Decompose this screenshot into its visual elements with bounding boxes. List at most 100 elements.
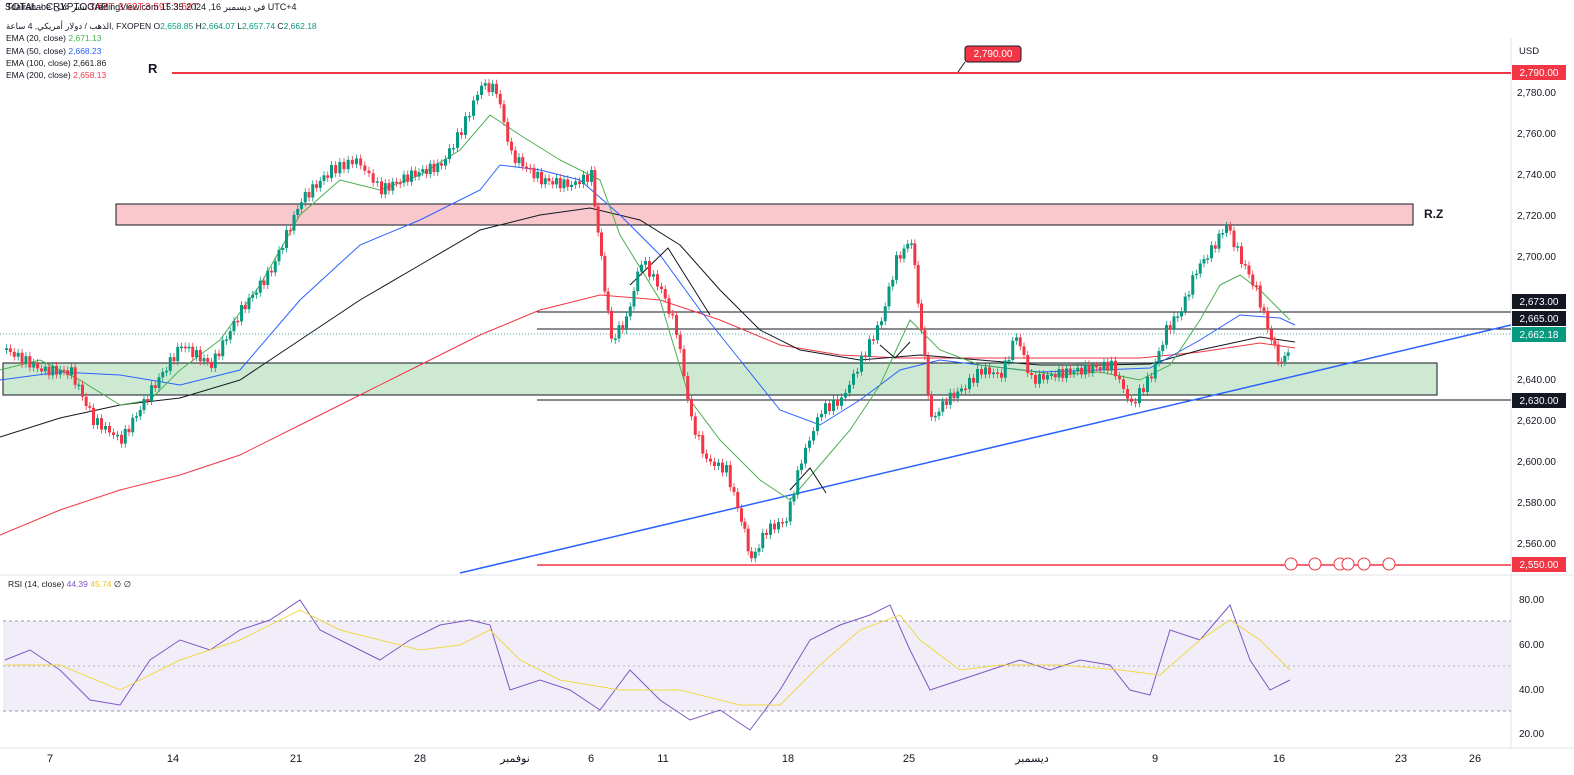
candle-body (1180, 311, 1183, 317)
candle-body (555, 178, 558, 185)
indicator-ema50[interactable]: EMA (50, close) 2,668.23 (6, 45, 102, 56)
candle-body (678, 334, 682, 350)
candle-body (1161, 344, 1165, 352)
candle-body (1110, 360, 1113, 371)
candle-body (1150, 376, 1153, 379)
candle-body (717, 462, 720, 467)
candle-body (1072, 371, 1076, 374)
candlesticks (5, 79, 1290, 563)
candle-body (55, 365, 58, 375)
rsi-line (4, 599, 1291, 731)
candle-body (1015, 337, 1018, 341)
candle-body (656, 274, 659, 287)
pattern-drawing-2 (879, 341, 911, 359)
price-tick: 2,720.00 (1517, 211, 1556, 222)
candle-body (1038, 374, 1041, 384)
candle-body (713, 461, 716, 467)
candle-body (1050, 374, 1053, 376)
candle-body (1046, 374, 1049, 380)
svg-text:2,630.00: 2,630.00 (1520, 396, 1559, 407)
candle-body (1258, 285, 1262, 308)
candle-body (532, 167, 536, 179)
candle-body (930, 394, 933, 417)
candle-body (363, 165, 367, 171)
candle-body (303, 192, 307, 203)
candle-body (796, 470, 800, 495)
candle-body (1255, 285, 1258, 287)
candle-body (228, 331, 232, 340)
candle-body (536, 171, 540, 179)
candle-body (648, 261, 651, 277)
candle-body (187, 346, 191, 349)
time-tick: 7 (47, 753, 53, 765)
candle-body (832, 399, 835, 411)
indicator-ema100[interactable]: EMA (100, close) 2,661.86 (6, 57, 107, 68)
candle-body (578, 181, 581, 185)
candle-body (910, 243, 913, 245)
candle-body (96, 418, 99, 425)
top-value-4: 3.59T (173, 2, 199, 13)
rsi-legend[interactable]: RSI (14, close) 44.39 45.74 ∅ ∅ (8, 579, 132, 589)
candle-body (472, 100, 475, 116)
top-value-3: 3.59T (145, 2, 171, 13)
candle-body (960, 388, 963, 392)
candle-body (1126, 389, 1129, 399)
candle-body (491, 83, 495, 93)
candle-body (1134, 401, 1137, 404)
indicator-ema20[interactable]: EMA (20, close) 2,671.13 (6, 33, 102, 44)
candle-body (483, 83, 487, 86)
candle-body (112, 432, 115, 435)
candle-body (976, 369, 979, 383)
event-markers[interactable] (1284, 557, 1396, 571)
candle-body (880, 321, 883, 326)
candle-body (502, 104, 506, 122)
candle-body (625, 316, 628, 330)
currency-label[interactable]: USD (1519, 46, 1540, 57)
candle-body (221, 340, 225, 357)
svg-text:2,665.00: 2,665.00 (1520, 314, 1559, 325)
candle-body (1236, 246, 1240, 248)
price-tick: 2,740.00 (1517, 170, 1556, 181)
resistance-zone (115, 203, 1414, 226)
candle-body (603, 255, 607, 292)
candle-body (848, 384, 851, 393)
candle-body (632, 291, 636, 307)
candle-body (816, 417, 819, 432)
candle-body (1283, 355, 1287, 362)
candle-body (165, 370, 168, 373)
price-tick: 2,640.00 (1517, 375, 1556, 386)
price-callout-2790[interactable]: 2,790.00 (957, 45, 1022, 73)
indicator-ema200[interactable]: EMA (200, close) 2,658.13 (6, 70, 107, 81)
candle-body (828, 403, 831, 411)
candle-body (948, 392, 952, 405)
candle-body (1206, 258, 1210, 260)
candle-body (840, 397, 843, 406)
candle-body (750, 551, 753, 559)
candle-body (51, 365, 55, 376)
candle-body (812, 431, 815, 441)
candle-body (1022, 346, 1026, 355)
candle-body (371, 173, 375, 183)
candle-body (176, 346, 180, 362)
candle-body (120, 434, 123, 444)
candle-body (432, 163, 436, 173)
candle-body (70, 367, 73, 376)
candle-body (693, 416, 697, 435)
candle-body (1130, 398, 1133, 402)
candle-body (660, 286, 663, 290)
candle-body (1146, 376, 1149, 392)
svg-text:2,673.00: 2,673.00 (1520, 297, 1559, 308)
price-label-2673: 2,673.00 (1512, 294, 1566, 309)
candle-body (864, 355, 867, 357)
candle-body (1172, 316, 1176, 330)
candle-body (868, 339, 871, 357)
candle-body (1057, 369, 1061, 378)
candle-body (968, 377, 971, 389)
rsi-tick: 60.00 (1519, 640, 1544, 651)
candle-body (562, 179, 566, 189)
candle-body (1225, 225, 1228, 234)
candle-body (761, 532, 765, 549)
candle-body (898, 255, 902, 259)
candle-body (621, 325, 625, 330)
